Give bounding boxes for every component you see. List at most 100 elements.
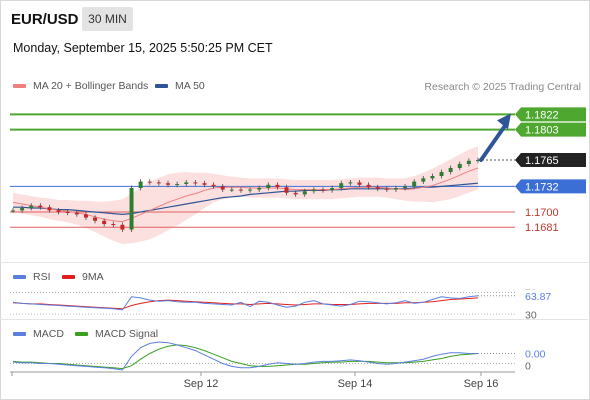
candle-body xyxy=(457,164,462,168)
symbol-title: EUR/USD xyxy=(11,11,79,28)
macd-panel-divider xyxy=(0,319,588,320)
level-tag-label: 1.1732 xyxy=(525,181,559,193)
legend-ma50: MA 50 xyxy=(155,80,205,92)
candle-body xyxy=(220,186,225,190)
candle-body xyxy=(248,189,253,191)
candle-body xyxy=(375,187,380,189)
forecast-arrow xyxy=(479,122,508,162)
legend-macd: MACD xyxy=(13,328,64,340)
candle-body xyxy=(211,184,216,187)
candle-body xyxy=(393,188,398,190)
credit-text: Research © 2025 Trading Central xyxy=(424,81,581,93)
macd-swatch xyxy=(13,332,26,336)
ma50-swatch xyxy=(155,84,168,88)
rsi-ma-swatch xyxy=(62,275,75,279)
candle-body xyxy=(102,220,107,224)
level-tag-label: 1.1803 xyxy=(525,125,559,137)
candle-body xyxy=(311,189,316,192)
candle-body xyxy=(93,217,98,221)
rsi-tick-30: 30 xyxy=(525,309,537,321)
candle-body xyxy=(111,224,116,225)
legend-rsi: RSI xyxy=(13,271,51,283)
candle-body xyxy=(403,186,408,188)
candle-body xyxy=(166,183,170,185)
candle-body xyxy=(357,182,362,185)
candle-body xyxy=(476,160,480,161)
candle-body xyxy=(202,183,207,185)
candle-body xyxy=(83,214,88,218)
candle-body xyxy=(193,182,198,184)
candle-body xyxy=(56,210,61,212)
candle-body xyxy=(448,168,453,172)
legend-macd-signal: MACD Signal xyxy=(75,328,158,340)
candle-body xyxy=(65,212,70,213)
ma20-swatch xyxy=(13,84,26,88)
candle-body xyxy=(47,207,52,211)
macd-signal-line xyxy=(12,344,479,370)
candle-body xyxy=(366,184,371,188)
rsi-last-label: 63.87 xyxy=(525,291,551,303)
candle-body xyxy=(229,189,234,191)
candle-body xyxy=(293,192,298,195)
timeframe-badge[interactable]: 30 MIN xyxy=(82,7,133,31)
candle-body xyxy=(147,181,152,183)
candle-body xyxy=(29,205,34,208)
candle-body xyxy=(339,183,344,188)
rsi-line xyxy=(12,295,479,311)
rsi-label-bg xyxy=(520,289,556,302)
legend-macd-label: MACD xyxy=(33,328,64,340)
candle-body xyxy=(11,210,15,212)
level-tag xyxy=(515,107,586,122)
candle-body xyxy=(330,188,335,191)
legend-rsi-ma: 9MA xyxy=(62,271,104,283)
legend-rsi-ma-label: 9MA xyxy=(82,271,104,283)
candle-body xyxy=(257,188,262,190)
legend-ma20-bb: MA 20 + Bollinger Bands xyxy=(13,80,148,92)
macd-signal-swatch xyxy=(75,332,88,336)
candle-body xyxy=(120,224,125,230)
level-label: 1.1681 xyxy=(525,222,559,234)
candle-body xyxy=(74,212,79,215)
level-tag xyxy=(515,153,586,167)
legend-rsi-label: RSI xyxy=(33,271,51,283)
macd-label-bg xyxy=(520,347,556,360)
rsi-panel-divider xyxy=(0,262,588,263)
legend-ma50-label: MA 50 xyxy=(175,80,205,92)
level-label: 1.1700 xyxy=(525,207,559,219)
legend-macd-signal-label: MACD Signal xyxy=(95,328,159,340)
candles xyxy=(11,157,480,232)
candle-body xyxy=(184,182,189,184)
macd-tick-0: 0 xyxy=(525,361,531,373)
candle-body xyxy=(321,189,325,191)
candle-body xyxy=(20,208,25,211)
rsi-swatch xyxy=(13,275,26,279)
candle-body xyxy=(466,160,471,164)
candle-body xyxy=(175,184,180,185)
candle-body xyxy=(439,172,444,176)
candle-body xyxy=(284,187,289,193)
macd-line xyxy=(12,341,478,371)
candle-body xyxy=(156,182,161,184)
candle-body xyxy=(38,205,43,208)
candle-body xyxy=(412,181,417,187)
candle-body xyxy=(421,178,426,182)
timestamp: Monday, September 15, 2025 5:50:25 PM CE… xyxy=(13,41,273,55)
legend-ma20-label: MA 20 + Bollinger Bands xyxy=(33,80,149,92)
forecast-arrow-head xyxy=(497,113,511,130)
candle-body xyxy=(266,184,271,188)
candle-body xyxy=(138,181,143,188)
x-tick-label: Sep 16 xyxy=(464,378,499,390)
candle-body xyxy=(238,189,243,191)
candle-body xyxy=(275,184,280,188)
x-tick-label: Sep 12 xyxy=(184,378,219,390)
candle-body xyxy=(430,176,435,179)
candle-body xyxy=(348,182,353,184)
level-tag-label: 1.1822 xyxy=(525,109,559,121)
macd-last-label: 0.00 xyxy=(525,348,546,360)
level-tag xyxy=(515,179,586,194)
candle-body xyxy=(129,188,134,230)
candle-body xyxy=(302,191,307,195)
level-tag-label: 1.1765 xyxy=(525,155,559,167)
x-tick-label: Sep 14 xyxy=(338,378,373,390)
